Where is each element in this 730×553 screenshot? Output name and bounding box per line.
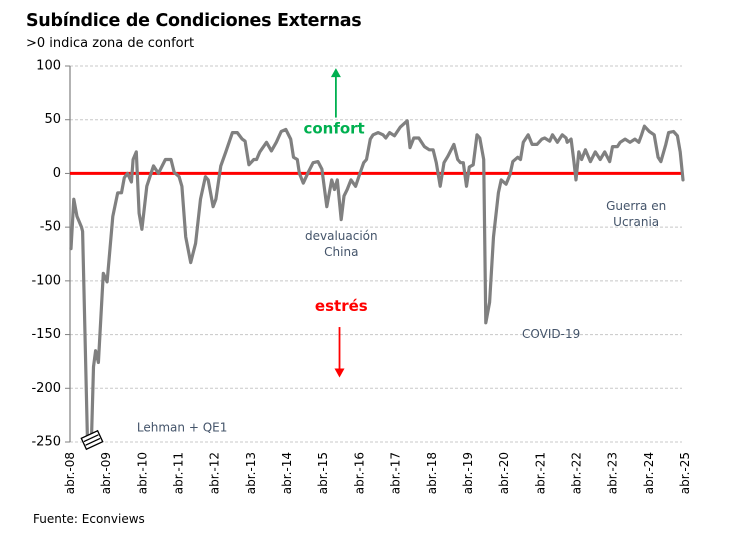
break-marker: [80, 429, 104, 451]
annotation-label: Ucrania: [613, 215, 659, 229]
x-tick-label: abr.-18: [425, 452, 439, 494]
x-tick-label: abr.-22: [569, 452, 583, 494]
source-note: Fuente: Econviews: [33, 512, 145, 526]
x-tick-label: abr.-20: [497, 452, 511, 494]
x-tick-label: abr.-15: [316, 452, 330, 494]
series-layer: [69, 119, 685, 444]
y-tick-label: 0: [53, 166, 61, 181]
x-tick-label: abr.-10: [135, 452, 149, 494]
break-line: [83, 434, 99, 443]
x-tick-label: abr.-08: [63, 452, 77, 494]
chart-title: Subíndice de Condiciones Externas: [26, 11, 362, 31]
chart-subtitle: >0 indica zona de confort: [26, 36, 195, 51]
y-tick-label: -100: [31, 273, 61, 288]
confort-label: confort: [303, 120, 364, 138]
x-tick-label: abr.-24: [642, 452, 656, 494]
annotation-label: China: [324, 245, 358, 259]
annotations: Lehman + QE1 devaluación China COVID-19 Guer…: [137, 68, 666, 434]
gridlines: [70, 65, 682, 443]
x-tick-label: abr.-12: [208, 452, 222, 494]
x-tick-label: abr.-11: [172, 452, 186, 494]
annotation-label: devaluación: [305, 229, 378, 243]
arrow-down-icon: [334, 368, 345, 378]
y-tick-label: 100: [36, 59, 61, 74]
y-tick-label: -50: [40, 220, 61, 235]
annotation-label: Lehman + QE1: [137, 420, 227, 434]
x-tick-label: abr.-23: [606, 452, 620, 494]
y-tick-labels: 100 50 0 -50 -100 -150 -200 -250: [31, 59, 61, 450]
arrow-up-icon: [330, 68, 341, 78]
x-tick-label: abr.-19: [461, 452, 475, 494]
axis-break-marker: [80, 429, 104, 451]
x-tick-label: abr.-14: [280, 452, 294, 494]
x-tick-label: abr.-25: [678, 452, 692, 494]
y-tick-label: 50: [44, 112, 61, 127]
x-tick-label: abr.-21: [533, 452, 547, 494]
estres-label: estrés: [315, 297, 368, 315]
y-tick-label: -150: [31, 327, 61, 342]
x-tick-label: abr.-16: [352, 452, 366, 494]
series-line: [69, 119, 685, 444]
break-box: [80, 429, 104, 451]
x-tick-label: abr.-17: [389, 452, 403, 494]
x-tick-labels: abr.-08 abr.-09 abr.-10 abr.-11 abr.-12 abr.-…: [63, 452, 692, 494]
y-tick-label: -250: [31, 435, 61, 450]
break-line: [85, 437, 101, 446]
annotation-label: Guerra en: [606, 199, 666, 213]
x-tick-label: abr.-09: [99, 452, 113, 494]
axes: [65, 65, 71, 443]
annotation-label: COVID-19: [522, 327, 580, 341]
x-tick-label: abr.-13: [244, 452, 258, 494]
y-tick-label: -200: [31, 381, 61, 396]
